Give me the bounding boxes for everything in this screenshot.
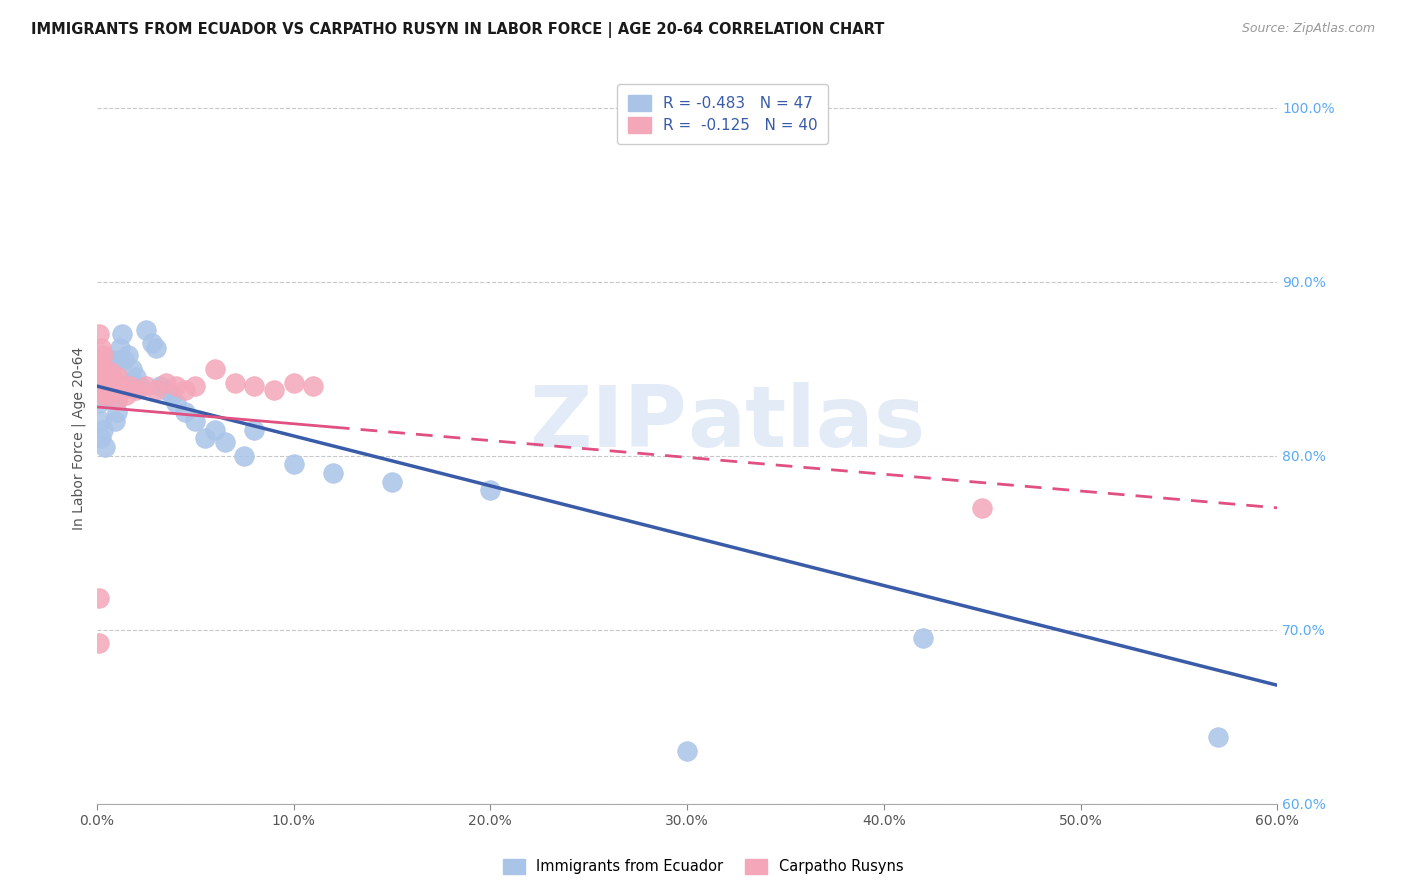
Point	[184, 379, 207, 393]
Point	[87, 370, 110, 384]
Point	[96, 388, 118, 402]
Point	[91, 388, 114, 402]
Point	[149, 379, 172, 393]
Point	[115, 379, 138, 393]
Point	[103, 383, 125, 397]
Point	[101, 388, 124, 402]
Point	[1206, 731, 1229, 745]
Text: ZIP: ZIP	[529, 382, 688, 465]
Point	[155, 376, 177, 390]
Y-axis label: In Labor Force | Age 20-64: In Labor Force | Age 20-64	[72, 347, 86, 530]
Point	[93, 370, 115, 384]
Point	[97, 376, 120, 390]
Point	[96, 388, 118, 402]
Point	[91, 348, 114, 362]
Point	[174, 383, 197, 397]
Point	[204, 361, 226, 376]
Point	[111, 383, 134, 397]
Point	[90, 431, 112, 445]
Point	[87, 353, 110, 368]
Point	[972, 500, 994, 515]
Point	[97, 376, 120, 390]
Point	[100, 353, 122, 368]
Point	[115, 388, 138, 402]
Point	[283, 376, 305, 390]
Point	[233, 449, 256, 463]
Point	[184, 414, 207, 428]
Legend: R = -0.483   N = 47, R =  -0.125   N = 40: R = -0.483 N = 47, R = -0.125 N = 40	[617, 84, 828, 144]
Point	[90, 376, 112, 390]
Point	[135, 379, 157, 393]
Point	[96, 370, 118, 384]
Point	[135, 323, 157, 337]
Point	[283, 458, 305, 472]
Text: IMMIGRANTS FROM ECUADOR VS CARPATHO RUSYN IN LABOR FORCE | AGE 20-64 CORRELATION: IMMIGRANTS FROM ECUADOR VS CARPATHO RUSY…	[31, 22, 884, 38]
Point	[105, 405, 128, 419]
Point	[302, 379, 325, 393]
Point	[145, 341, 167, 355]
Point	[93, 361, 115, 376]
Text: Source: ZipAtlas.com: Source: ZipAtlas.com	[1241, 22, 1375, 36]
Point	[101, 370, 124, 384]
Point	[107, 370, 129, 384]
Point	[110, 341, 132, 355]
Point	[110, 379, 132, 393]
Point	[87, 396, 110, 410]
Point	[87, 591, 110, 606]
Point	[322, 466, 344, 480]
Point	[97, 361, 120, 376]
Point	[224, 376, 246, 390]
Point	[160, 388, 183, 402]
Point	[263, 383, 285, 397]
Point	[96, 379, 118, 393]
Point	[120, 379, 142, 393]
Point	[117, 348, 139, 362]
Point	[125, 383, 148, 397]
Point	[165, 379, 187, 393]
Point	[121, 361, 143, 376]
Point	[165, 396, 187, 410]
Point	[676, 744, 699, 758]
Point	[243, 379, 266, 393]
Point	[120, 376, 142, 390]
Point	[103, 414, 125, 428]
Point	[105, 392, 128, 407]
Point	[87, 379, 110, 393]
Point	[145, 383, 167, 397]
Point	[100, 365, 122, 379]
Point	[107, 353, 129, 368]
Point	[87, 326, 110, 341]
Point	[91, 379, 114, 393]
Point	[479, 483, 502, 498]
Legend: Immigrants from Ecuador, Carpatho Rusyns: Immigrants from Ecuador, Carpatho Rusyns	[496, 853, 910, 880]
Point	[101, 379, 124, 393]
Point	[194, 431, 217, 445]
Point	[93, 440, 115, 454]
Point	[91, 423, 114, 437]
Point	[155, 383, 177, 397]
Point	[912, 632, 935, 646]
Point	[100, 370, 122, 384]
Point	[91, 379, 114, 393]
Point	[243, 423, 266, 437]
Point	[129, 379, 152, 393]
Point	[204, 423, 226, 437]
Point	[90, 414, 112, 428]
Point	[141, 335, 163, 350]
Point	[174, 405, 197, 419]
Point	[381, 475, 404, 489]
Point	[90, 341, 112, 355]
Point	[105, 392, 128, 407]
Text: atlas: atlas	[688, 382, 925, 465]
Point	[214, 434, 236, 449]
Point	[125, 370, 148, 384]
Point	[112, 353, 135, 368]
Point	[93, 383, 115, 397]
Point	[111, 326, 134, 341]
Point	[91, 370, 114, 384]
Point	[87, 636, 110, 650]
Point	[90, 361, 112, 376]
